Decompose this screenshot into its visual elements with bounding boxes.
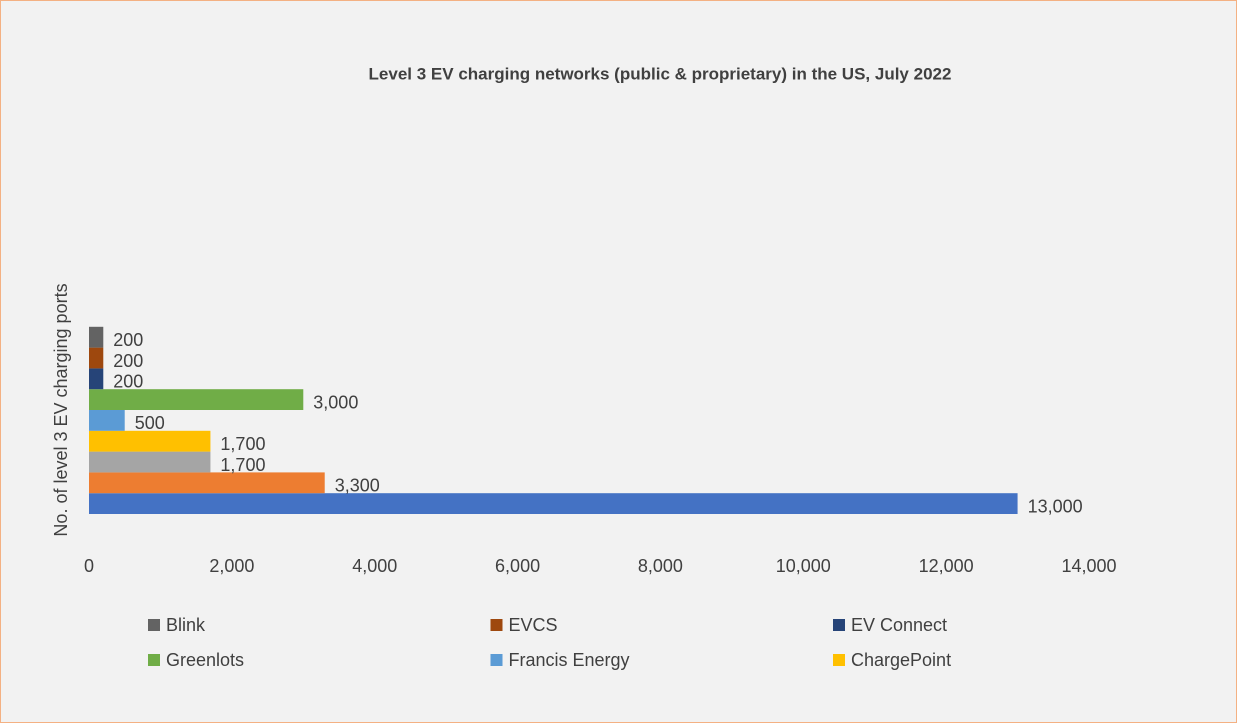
legend-swatch [490, 619, 503, 631]
data-label: 13,000 [1028, 496, 1083, 516]
legend-swatch [490, 654, 503, 666]
bar [89, 451, 211, 473]
legend-label: EV Connect [851, 615, 947, 635]
legend-swatch [148, 619, 160, 631]
x-tick-label: 10,000 [776, 556, 831, 576]
legend-label: Greenlots [166, 650, 244, 670]
bar [89, 326, 104, 348]
bar [89, 347, 104, 369]
bar [89, 472, 325, 494]
data-label: 3,300 [335, 476, 380, 496]
y-axis-title: No. of level 3 EV charging ports [51, 283, 71, 536]
x-tick-label: 12,000 [919, 556, 974, 576]
x-tick-label: 2,000 [209, 556, 254, 576]
data-label: 1,700 [220, 455, 265, 475]
x-tick-label: 14,000 [1061, 556, 1116, 576]
bar [89, 389, 304, 410]
bar [89, 410, 125, 431]
legend-label: Blink [166, 615, 206, 635]
data-label: 200 [113, 372, 143, 392]
legend-swatch [833, 654, 845, 666]
data-label: 200 [113, 351, 143, 371]
data-label: 3,000 [313, 392, 358, 412]
bar [89, 430, 211, 452]
x-tick-label: 0 [84, 556, 94, 576]
x-tick-label: 8,000 [638, 556, 683, 576]
legend-label: EVCS [509, 615, 558, 635]
legend-swatch [833, 619, 845, 631]
legend-label: Francis Energy [509, 650, 630, 670]
data-label: 1,700 [220, 434, 265, 454]
x-tick-label: 6,000 [495, 556, 540, 576]
bar [89, 493, 1018, 514]
data-label: 200 [113, 330, 143, 350]
legend-swatch [148, 654, 160, 666]
legend-label: ChargePoint [851, 650, 951, 670]
chart-title: Level 3 EV charging networks (public & p… [369, 64, 952, 83]
data-label: 500 [135, 413, 165, 433]
x-tick-label: 4,000 [352, 556, 397, 576]
bar [89, 368, 104, 390]
